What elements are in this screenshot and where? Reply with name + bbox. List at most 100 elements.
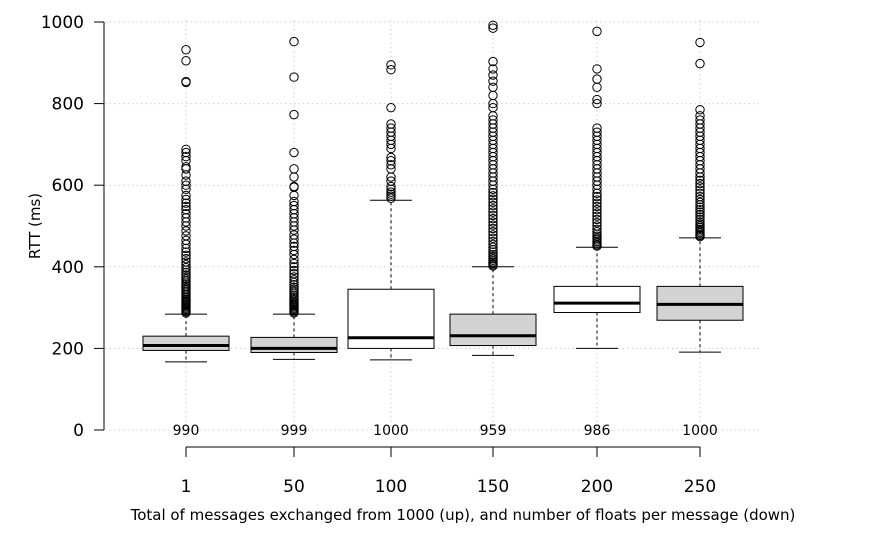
outlier-point	[289, 200, 299, 211]
outlier-point	[181, 190, 191, 201]
y-axis-title: RTT (ms)	[26, 193, 44, 259]
outlier-point	[289, 272, 299, 282]
outlier-point	[488, 233, 498, 243]
x-tick-label: 200	[581, 477, 613, 497]
outlier-point	[181, 162, 191, 172]
outlier-point	[181, 198, 191, 208]
y-tick-label: 1000	[41, 13, 84, 33]
outlier-point	[289, 230, 299, 240]
outlier-point	[695, 185, 705, 195]
outlier-point	[592, 198, 602, 208]
outlier-point	[181, 76, 191, 87]
box-iqr	[347, 288, 435, 349]
outlier-point	[289, 181, 299, 192]
outlier-point	[289, 109, 299, 120]
outlier-point	[488, 249, 498, 260]
outlier-point	[386, 152, 396, 163]
outlier-point	[289, 196, 299, 207]
outlier-point	[488, 64, 498, 74]
outlier-point	[592, 98, 602, 109]
outlier-point	[488, 115, 498, 125]
outlier-point	[386, 160, 396, 170]
outlier-point	[488, 200, 498, 211]
outlier-point	[181, 250, 191, 261]
outlier-point	[695, 191, 705, 202]
outlier-point	[695, 182, 705, 192]
outlier-point	[592, 208, 602, 218]
outlier-point	[181, 231, 191, 241]
outlier-point	[592, 201, 602, 212]
outlier-point	[488, 20, 498, 30]
outlier-point	[181, 267, 191, 278]
outlier-point	[181, 151, 191, 162]
outlier-point	[592, 218, 602, 228]
outlier-point	[488, 213, 498, 224]
boxes	[142, 20, 744, 363]
grid	[105, 20, 762, 431]
outlier-point	[181, 260, 191, 270]
outlier-point	[592, 26, 602, 37]
outlier-point	[488, 194, 498, 204]
outlier-point	[289, 282, 299, 292]
sample-counts: 990 999 1000 959 986 1000	[173, 423, 718, 439]
x-tick-label: 150	[477, 477, 509, 497]
outlier-point	[488, 247, 498, 257]
outlier-point	[289, 245, 299, 256]
outlier-point	[592, 123, 602, 133]
count-label: 986	[584, 423, 611, 439]
outlier-point	[386, 60, 396, 70]
outlier-point	[592, 64, 602, 74]
outlier-point	[181, 176, 191, 186]
outlier-point	[488, 191, 498, 201]
box-group	[553, 26, 641, 349]
outlier-point	[488, 236, 498, 247]
outlier-point	[488, 70, 498, 80]
y-axis: 0 200 400 600 800 1000	[41, 13, 105, 441]
outlier-point	[386, 156, 396, 166]
box-group	[449, 20, 537, 356]
count-label: 959	[480, 423, 507, 439]
outlier-point	[386, 176, 396, 186]
outlier-point	[488, 82, 498, 92]
outlier-point	[386, 65, 396, 75]
outlier-point	[289, 234, 299, 244]
outlier-point	[488, 230, 498, 240]
outlier-point	[181, 262, 191, 273]
y-tick-label: 0	[73, 421, 84, 441]
outlier-point	[488, 239, 498, 250]
outlier-point	[592, 195, 602, 205]
outlier-point	[488, 210, 498, 221]
outlier-point	[181, 180, 191, 190]
count-label: 990	[173, 423, 200, 439]
outlier-point	[695, 194, 705, 205]
outlier-point	[289, 254, 299, 265]
outlier-point	[695, 175, 705, 186]
box-iqr	[553, 285, 641, 313]
outlier-point	[695, 204, 705, 215]
x-axis: 1 50 100 150 200 250	[181, 446, 716, 497]
outlier-point	[181, 247, 191, 257]
outlier-point	[289, 241, 299, 252]
outlier-point	[592, 211, 602, 221]
outlier-point	[488, 242, 498, 252]
outlier-point	[695, 115, 705, 125]
outlier-point	[181, 253, 191, 264]
outlier-point	[488, 204, 498, 214]
outlier-point	[386, 187, 396, 197]
outlier-point	[592, 127, 602, 137]
outlier-point	[289, 280, 299, 290]
outlier-point	[695, 202, 705, 212]
outlier-point	[181, 204, 191, 215]
outlier-point	[488, 56, 498, 67]
outlier-point	[592, 227, 602, 237]
x-tick-label: 250	[684, 477, 716, 497]
x-tick-label: 50	[283, 477, 305, 497]
outlier-point	[181, 235, 191, 245]
outlier-point	[488, 207, 498, 217]
y-tick-label: 600	[52, 176, 84, 196]
outlier-point	[289, 269, 299, 279]
outlier-point	[695, 209, 705, 220]
count-label: 1000	[373, 423, 409, 439]
y-tick-label: 400	[52, 258, 84, 278]
